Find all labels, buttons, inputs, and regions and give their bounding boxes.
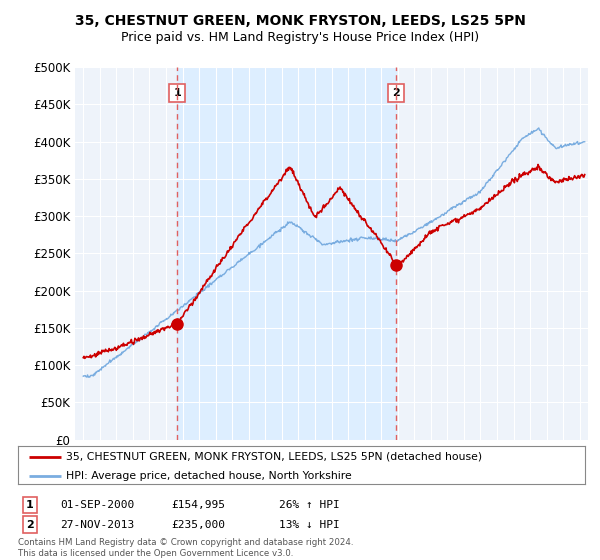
Text: 2: 2 (392, 88, 400, 98)
Text: Price paid vs. HM Land Registry's House Price Index (HPI): Price paid vs. HM Land Registry's House … (121, 31, 479, 44)
Bar (177, 67, 396, 440)
Text: 2: 2 (26, 520, 34, 530)
Text: 1: 1 (26, 500, 34, 510)
Text: 01-SEP-2000: 01-SEP-2000 (60, 500, 134, 510)
Text: 35, CHESTNUT GREEN, MONK FRYSTON, LEEDS, LS25 5PN (detached house): 35, CHESTNUT GREEN, MONK FRYSTON, LEEDS,… (66, 452, 482, 462)
Text: 1: 1 (173, 88, 181, 98)
Text: £235,000: £235,000 (171, 520, 225, 530)
Text: 13% ↓ HPI: 13% ↓ HPI (279, 520, 340, 530)
Text: £154,995: £154,995 (171, 500, 225, 510)
Text: 27-NOV-2013: 27-NOV-2013 (60, 520, 134, 530)
Text: Contains HM Land Registry data © Crown copyright and database right 2024.
This d: Contains HM Land Registry data © Crown c… (18, 538, 353, 558)
Text: 26% ↑ HPI: 26% ↑ HPI (279, 500, 340, 510)
Text: HPI: Average price, detached house, North Yorkshire: HPI: Average price, detached house, Nort… (66, 471, 352, 481)
Text: 35, CHESTNUT GREEN, MONK FRYSTON, LEEDS, LS25 5PN: 35, CHESTNUT GREEN, MONK FRYSTON, LEEDS,… (74, 14, 526, 28)
